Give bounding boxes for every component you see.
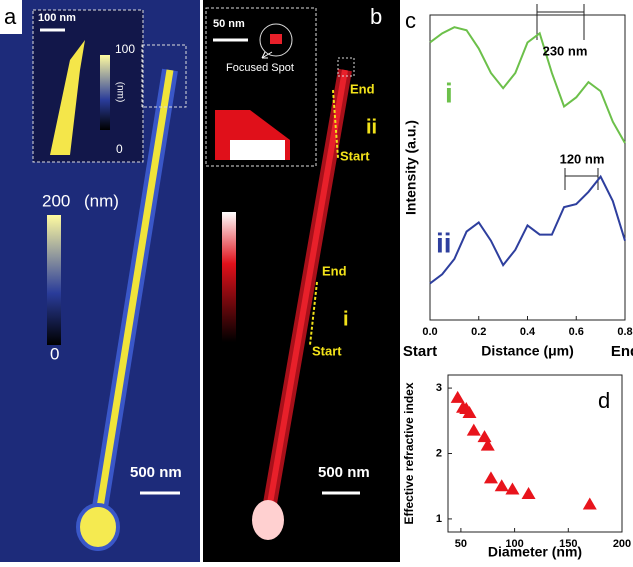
inset-cb-unit: (nm) <box>114 82 125 103</box>
point <box>494 479 509 492</box>
zoom-box <box>337 57 355 77</box>
inset-scale-label: 50 nm <box>213 18 245 30</box>
point <box>483 471 498 484</box>
label-i: i <box>343 308 349 330</box>
point <box>466 423 481 436</box>
panel-b: b 50 nm Focused Spot End ii Start End i … <box>203 0 400 562</box>
spot-ring <box>259 23 293 57</box>
cut-i <box>309 281 318 346</box>
legend-label: ii <box>436 227 452 258</box>
inset-cb-min: 0 <box>116 142 123 156</box>
inset-cb-max: 100 <box>115 42 135 56</box>
point <box>450 390 465 403</box>
cb-max: 200 <box>42 191 70 210</box>
plot-frame <box>429 14 626 321</box>
x-tick-label: 0.4 <box>520 326 536 338</box>
wire <box>94 69 174 521</box>
cut-ii <box>332 89 339 159</box>
spot-arrow <box>261 51 273 59</box>
y-tick-label: 1 <box>436 513 442 525</box>
point <box>582 497 597 510</box>
wire-tip <box>252 500 284 540</box>
inset-colorbar <box>100 55 110 130</box>
cb-unit: (nm) <box>84 191 119 210</box>
x-tick-label: 200 <box>613 538 631 550</box>
x-axis-label: Distance (μm) <box>481 343 574 359</box>
x-tick-label: 100 <box>505 538 523 550</box>
x-tick-label: 0.0 <box>422 326 437 338</box>
end-ii: End <box>350 81 375 96</box>
annotation-arrows <box>536 4 599 190</box>
inset-wire <box>50 40 85 155</box>
panel-label: d <box>598 388 610 413</box>
y-tick-label: 2 <box>436 447 442 459</box>
wire-tip <box>76 503 120 551</box>
point <box>521 487 536 500</box>
point <box>505 482 520 495</box>
x-tick-label: 0.8 <box>617 326 632 338</box>
y-axis-label: Effective refractive index <box>402 382 416 524</box>
line <box>429 174 626 285</box>
end-i: End <box>322 263 347 278</box>
panel-label: b <box>370 4 382 29</box>
zoom-box <box>141 44 187 108</box>
annotation: 230 nm <box>543 43 588 58</box>
x-tick-label: 0.2 <box>471 326 486 338</box>
label-ii: ii <box>366 116 377 138</box>
annotation: 120 nm <box>560 151 605 166</box>
wire <box>265 69 348 516</box>
colorbar <box>222 212 236 342</box>
inset <box>32 9 144 163</box>
point <box>480 438 495 451</box>
colorbar <box>47 215 61 345</box>
cb-min: 0 <box>50 344 59 363</box>
spot <box>270 34 282 44</box>
scale-label: 500 nm <box>130 464 182 481</box>
y-tick-label: 3 <box>436 382 442 394</box>
y-axis-label: Intensity (a.u.) <box>403 120 419 215</box>
start-ii: Start <box>340 148 370 163</box>
point <box>477 430 492 443</box>
x-end: End <box>611 343 633 360</box>
x-tick-label: 50 <box>455 538 467 550</box>
point <box>462 405 477 418</box>
x-start: Start <box>403 343 437 360</box>
panel-label: a <box>4 4 17 29</box>
scale-label: 500 nm <box>318 464 370 481</box>
legend-label: i <box>445 77 453 108</box>
panel-label: c <box>405 8 416 33</box>
inset-hot <box>230 140 285 160</box>
focused-spot: Focused Spot <box>226 62 294 74</box>
panel-a: a 100 nm 100 (nm) 0 200 (nm) 0 500 nm <box>0 0 200 562</box>
start-i: Start <box>312 343 342 358</box>
x-axis-label: Diameter (nm) <box>488 544 582 560</box>
x-tick-label: 0.6 <box>569 326 584 338</box>
line <box>429 26 626 144</box>
inset-scale-label: 100 nm <box>38 12 76 24</box>
label-bg <box>0 0 22 34</box>
x-tick-label: 150 <box>559 538 577 550</box>
